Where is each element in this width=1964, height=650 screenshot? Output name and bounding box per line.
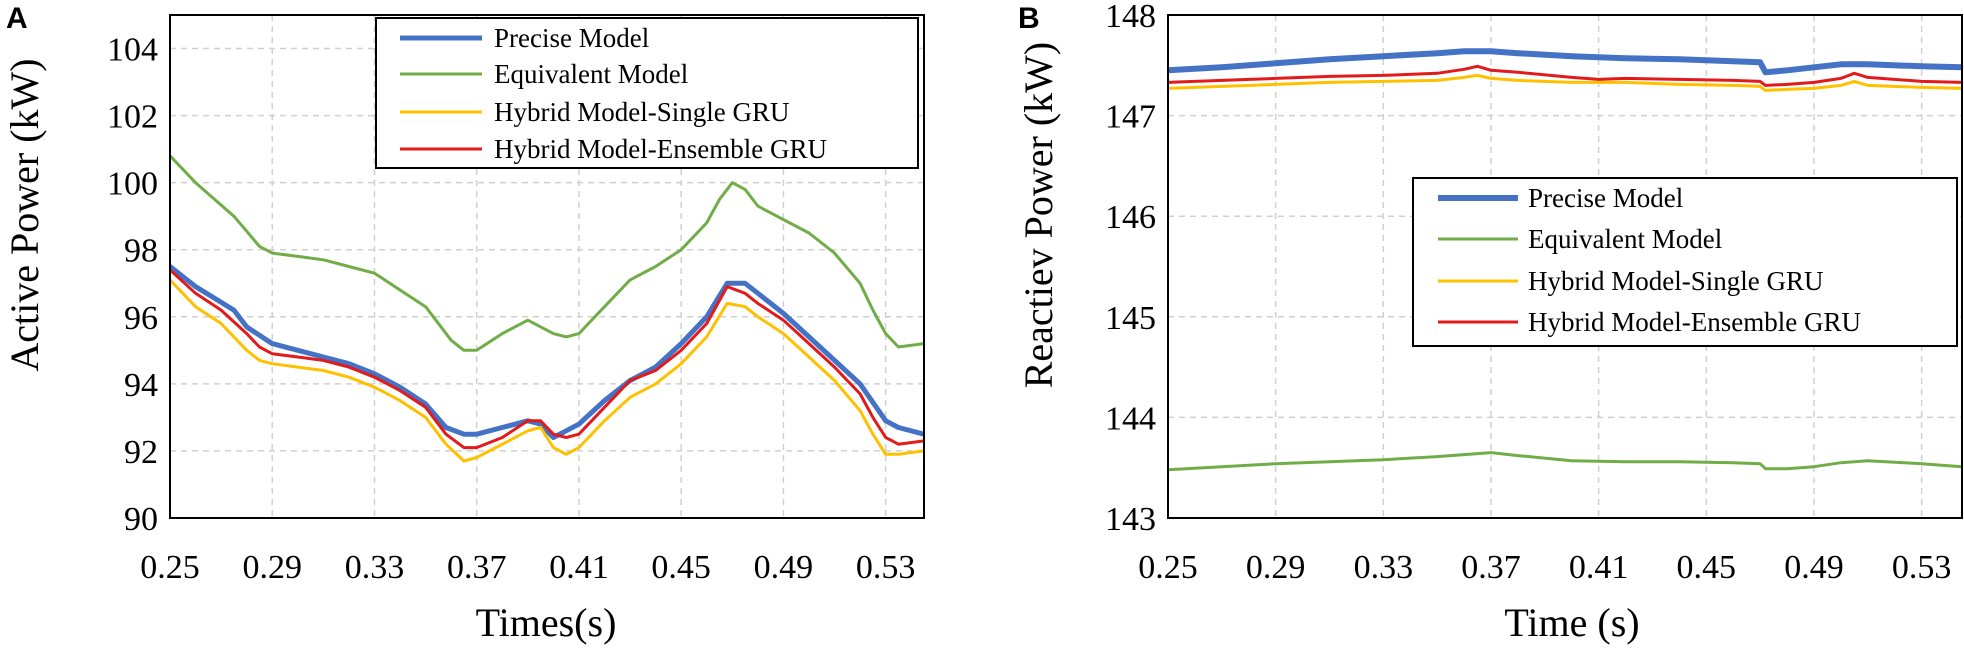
panel-a-x-tick-label: 0.33	[345, 549, 405, 586]
panel-b-series-precise	[1168, 48, 1962, 76]
panel-a-legend-label-precise: Precise Model	[494, 23, 649, 53]
panel-a: A 0.25 0.29 0.33 0.37 0.41 0.45 0.49 0.53 90929…	[2, 2, 925, 645]
panel-b-y-axis-title: Reactiev Power (kW)	[1016, 42, 1061, 389]
panel-a-y-tick-label: 104	[107, 32, 158, 69]
panel-a-legend-label-equivalent: Equivalent Model	[494, 59, 688, 89]
panel-b-series-ensemble-gru	[1168, 64, 1962, 87]
panel-a-y-tick-label: 98	[124, 233, 158, 270]
panel-b-x-tick-label: 0.25	[1138, 549, 1198, 586]
panel-b-y-tick-label: 143	[1105, 501, 1156, 538]
panel-b-legend-item-equivalent: Equivalent Model	[1438, 224, 1722, 254]
panel-a-x-tick-label: 0.29	[242, 549, 302, 586]
panel-a-x-tick-label: 0.25	[140, 549, 200, 586]
panel-a-x-tick-label: 0.53	[856, 549, 916, 586]
panel-a-series-single-gru	[170, 278, 924, 463]
panel-b-x-tick-label: 0.49	[1784, 549, 1844, 586]
panel-a-plot-frame	[169, 14, 925, 519]
panel-a-y-tick-label: 96	[124, 300, 158, 337]
panel-b-x-tick-label: 0.45	[1677, 549, 1737, 586]
panel-label-a: A	[6, 2, 28, 35]
panel-a-x-tick-label: 0.45	[651, 549, 711, 586]
panel-a-y-tick-label: 100	[107, 166, 158, 203]
panel-b-legend-label-precise: Precise Model	[1528, 183, 1683, 213]
panel-b-y-tick-label: 145	[1105, 300, 1156, 337]
panel-a-legend-label-ensemble-gru: Hybrid Model-Ensemble GRU	[494, 134, 827, 164]
panel-b-series-equivalent	[1168, 451, 1962, 472]
panel-b-legend-label-ensemble-gru: Hybrid Model-Ensemble GRU	[1528, 307, 1861, 337]
panel-a-y-axis-title: Active Power (kW)	[2, 58, 47, 371]
panel-b-legend: Precise Model Equivalent Model Hybrid Mo…	[1412, 177, 1958, 347]
panel-a-y-tick-label: 94	[124, 367, 158, 404]
panel-a-legend: Precise Model Equivalent Model Hybrid Mo…	[375, 17, 919, 169]
panel-b-x-tick-label: 0.41	[1569, 549, 1629, 586]
panel-b-x-tick-labels: 0.25 0.29 0.33 0.37 0.41 0.45 0.49 0.53	[1138, 549, 1951, 586]
panel-b-legend-label-single-gru: Hybrid Model-Single GRU	[1528, 266, 1823, 296]
panel-a-y-tick-label: 90	[124, 501, 158, 538]
panel-b-x-tick-label: 0.29	[1246, 549, 1306, 586]
panel-b-y-tick-label: 148	[1105, 0, 1156, 35]
panel-b-legend-item-single-gru: Hybrid Model-Single GRU	[1438, 266, 1823, 296]
panel-b-y-tick-labels: 143 144 145 146 147 148	[1105, 0, 1156, 538]
panel-a-x-tick-label: 0.37	[447, 549, 507, 586]
panel-a-series-precise	[170, 264, 924, 440]
panel-b-y-tick-label: 146	[1105, 199, 1156, 236]
panel-a-x-axis-title: Times(s)	[476, 600, 617, 645]
panel-b-y-tick-label: 144	[1105, 400, 1156, 437]
panel-label-b: B	[1018, 2, 1040, 35]
panel-a-legend-item-precise: Precise Model	[400, 23, 649, 53]
panel-a-y-tick-label: 102	[107, 99, 158, 136]
panel-b-legend-item-ensemble-gru: Hybrid Model-Ensemble GRU	[1438, 307, 1861, 337]
panel-a-y-tick-label: 92	[124, 434, 158, 471]
panel-a-y-tick-labels: 90 92 94 96 98 100 102 104	[107, 32, 158, 538]
panel-b-x-axis-title: Time (s)	[1504, 600, 1639, 645]
panel-a-series	[170, 154, 924, 463]
panel-a-legend-box	[375, 17, 919, 169]
panel-b-x-tick-label: 0.53	[1892, 549, 1952, 586]
panel-b-series-single-gru	[1168, 73, 1962, 92]
panel-a-x-tick-label: 0.49	[754, 549, 814, 586]
panel-a-series-ensemble-gru	[170, 268, 924, 450]
panel-a-legend-item-ensemble-gru: Hybrid Model-Ensemble GRU	[400, 134, 827, 164]
panel-a-series-equivalent	[170, 154, 924, 352]
panel-b-x-tick-label: 0.37	[1461, 549, 1521, 586]
panel-b-plot-frame	[1167, 14, 1963, 519]
panel-a-x-tick-labels: 0.25 0.29 0.33 0.37 0.41 0.45 0.49 0.53	[140, 549, 915, 586]
panel-b-legend-box	[1412, 177, 1958, 347]
panel-b: B 0.25 0.29 0.33 0.37 0.41 0.45 0.49 0.53 14314…	[1016, 0, 1963, 645]
panel-a-legend-item-single-gru: Hybrid Model-Single GRU	[400, 97, 789, 127]
panel-b-x-tick-label: 0.33	[1354, 549, 1414, 586]
panel-b-series	[1168, 48, 1962, 472]
panel-a-legend-item-equivalent: Equivalent Model	[400, 59, 688, 89]
panel-a-x-tick-label: 0.41	[549, 549, 609, 586]
panel-b-legend-label-equivalent: Equivalent Model	[1528, 224, 1722, 254]
panel-a-legend-label-single-gru: Hybrid Model-Single GRU	[494, 97, 789, 127]
panel-b-legend-item-precise: Precise Model	[1438, 183, 1683, 213]
panel-b-y-tick-label: 147	[1105, 99, 1156, 136]
